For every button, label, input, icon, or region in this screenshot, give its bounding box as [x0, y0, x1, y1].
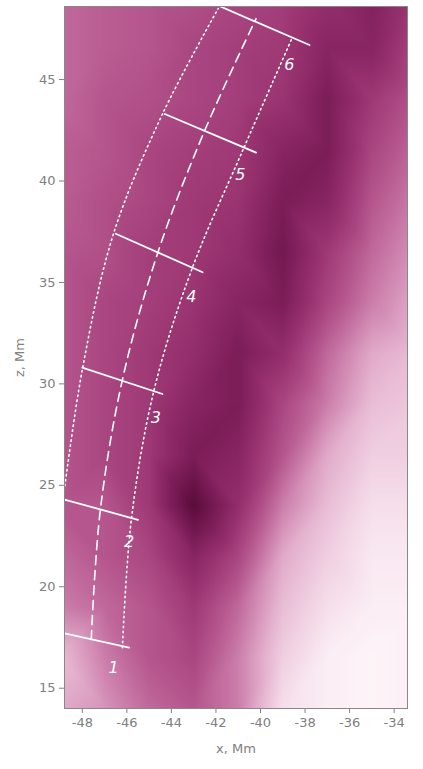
- svg-text:z, Mm: z, Mm: [12, 338, 27, 377]
- svg-text:6: 6: [284, 55, 294, 74]
- svg-text:20: 20: [39, 579, 56, 594]
- svg-text:30: 30: [39, 376, 56, 391]
- svg-text:-48: -48: [72, 715, 93, 730]
- svg-text:4: 4: [186, 287, 196, 306]
- svg-text:3: 3: [151, 408, 161, 427]
- svg-text:2: 2: [124, 532, 134, 551]
- svg-text:-36: -36: [339, 715, 360, 730]
- svg-text:40: 40: [39, 173, 56, 188]
- svg-text:x, Mm: x, Mm: [216, 741, 256, 756]
- svg-text:5: 5: [235, 165, 245, 184]
- svg-text:15: 15: [39, 680, 56, 695]
- svg-text:45: 45: [39, 72, 56, 87]
- svg-text:-46: -46: [116, 715, 137, 730]
- svg-text:35: 35: [39, 275, 56, 290]
- svg-text:25: 25: [39, 477, 56, 492]
- svg-text:-40: -40: [250, 715, 271, 730]
- svg-text:1: 1: [108, 658, 118, 677]
- svg-text:-38: -38: [294, 715, 315, 730]
- svg-text:-44: -44: [161, 715, 182, 730]
- svg-text:-42: -42: [205, 715, 226, 730]
- svg-text:-34: -34: [384, 715, 405, 730]
